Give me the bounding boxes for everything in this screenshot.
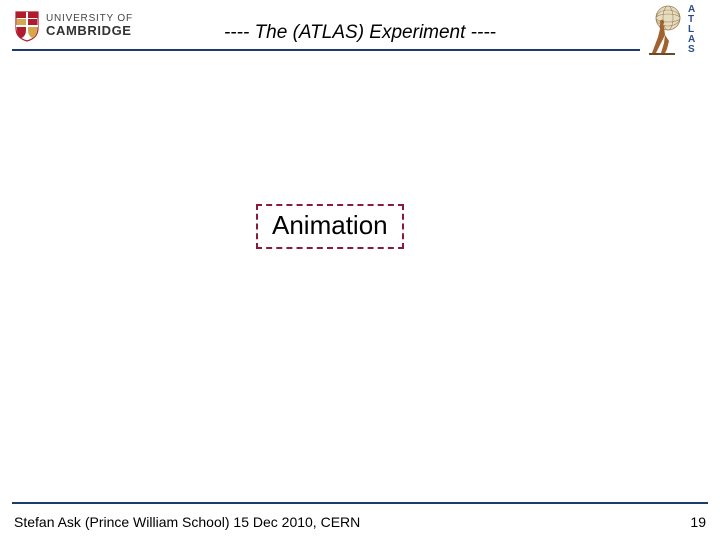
header-rule xyxy=(12,49,640,51)
atlas-letters: A T L A S xyxy=(688,5,695,55)
page-number: 19 xyxy=(690,514,706,530)
slide-title: ---- The (ATLAS) Experiment ---- xyxy=(0,22,720,44)
atlas-logo: A T L A S xyxy=(646,4,708,56)
slide-header: UNIVERSITY OF CAMBRIDGE ---- The (ATLAS)… xyxy=(0,0,720,60)
animation-label: Animation xyxy=(272,210,388,240)
slide-root: UNIVERSITY OF CAMBRIDGE ---- The (ATLAS)… xyxy=(0,0,720,540)
footer-rule xyxy=(12,502,708,504)
slide-footer: Stefan Ask (Prince William School) 15 De… xyxy=(14,514,706,530)
atlas-figure-icon xyxy=(646,5,684,55)
animation-placeholder-box: Animation xyxy=(256,204,404,249)
footer-author-text: Stefan Ask (Prince William School) 15 De… xyxy=(14,514,360,530)
atlas-letter: S xyxy=(688,45,695,55)
